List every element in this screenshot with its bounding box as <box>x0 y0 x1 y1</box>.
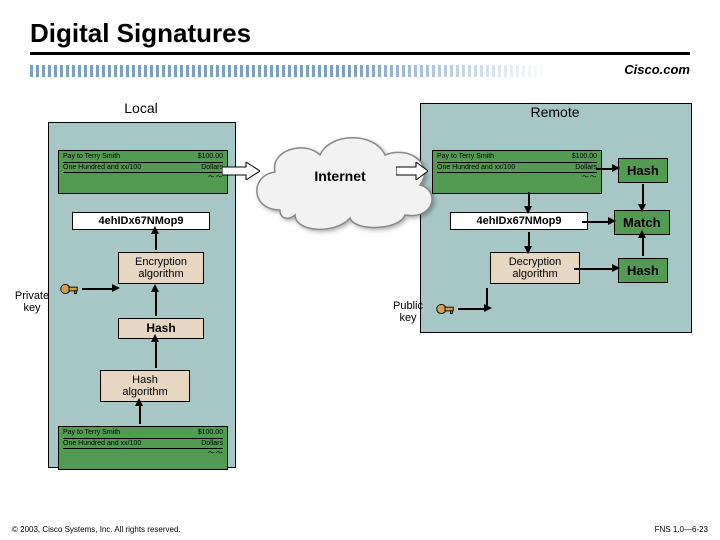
check-written-b: One Hundred and xx/100 <box>63 440 141 448</box>
fat-arrow-to-cloud <box>222 162 260 180</box>
private-key-icon <box>58 278 80 300</box>
check-payto: Pay to Terry Smith <box>63 153 120 161</box>
ah-hash-top <box>612 164 620 172</box>
footer-right: FNS 1.0—6-23 <box>655 525 708 534</box>
panel-remote-label: Remote <box>500 104 610 120</box>
check-written: One Hundred and xx/100 <box>63 164 141 172</box>
check-signature: ～～ <box>63 174 223 182</box>
check-payto-b: Pay to Terry Smith <box>63 429 120 437</box>
check-unit-r: Dollars <box>575 164 597 172</box>
ah-local-4 <box>151 226 159 234</box>
box-hash-algo: Hash algorithm <box>100 370 190 402</box>
panel-local-label: Local <box>48 100 234 116</box>
page-title: Digital Signatures <box>30 18 251 49</box>
arrow-pubkey <box>458 308 486 310</box>
check-sig-r: ～～ <box>437 174 597 182</box>
ah-local-3 <box>151 284 159 292</box>
brand-stripe <box>30 65 550 77</box>
public-key-icon <box>434 298 456 320</box>
fat-arrow-to-remote <box>396 162 428 180</box>
public-key-text: Public key <box>393 300 423 324</box>
internet-label: Internet <box>300 168 380 184</box>
decryption-line2: algorithm <box>512 268 557 280</box>
check-remote: Pay to Terry Smith $100.00 One Hundred an… <box>432 150 602 194</box>
check-written-r: One Hundred and xx/100 <box>437 164 515 172</box>
hash-remote: 4ehIDx67NMop9 <box>450 212 588 230</box>
hash-out-bottom: Hash <box>618 258 668 283</box>
title-underline <box>30 52 690 55</box>
ah-remote-2 <box>524 246 532 254</box>
arrow-to-match <box>582 221 610 223</box>
ah-match-top <box>638 204 646 212</box>
ah-match-bot <box>638 230 646 238</box>
check-local: Pay to Terry Smith $100.00 One Hundred an… <box>58 150 228 194</box>
hash-local: 4ehIDx67NMop9 <box>72 212 210 230</box>
hash-out-top: Hash <box>618 158 668 183</box>
box-hash-mid: Hash <box>118 318 204 339</box>
ah-local-2 <box>151 334 159 342</box>
arrow-local-1 <box>139 404 141 424</box>
arrow-local-4 <box>155 232 157 250</box>
ah-remote-1 <box>524 206 532 214</box>
encryption-line2: algorithm <box>138 268 183 280</box>
encryption-line1: Encryption <box>135 256 187 268</box>
check-unit-b: Dollars <box>201 440 223 448</box>
check-unit: Dollars <box>201 164 223 172</box>
footer-left: © 2003, Cisco Systems, Inc. All rights r… <box>12 525 181 534</box>
private-key-label: Private key <box>10 290 54 314</box>
check-amount: $100.00 <box>198 153 223 161</box>
arrow-local-2 <box>155 340 157 368</box>
arrow-hash-bot <box>574 268 614 270</box>
ah-to-match <box>608 217 616 225</box>
check-sig-b: ～～ <box>63 450 223 458</box>
check-amount-r: $100.00 <box>572 153 597 161</box>
ah-privkey <box>112 284 120 292</box>
arrow-local-3 <box>155 290 157 316</box>
ah-local-1 <box>135 398 143 406</box>
hashalgo-line2: algorithm <box>122 386 167 398</box>
hashalgo-line1: Hash <box>132 374 158 386</box>
brand-text: Cisco.com <box>624 62 690 77</box>
decryption-line1: Decryption <box>509 256 562 268</box>
arrow-privkey <box>82 288 114 290</box>
arrow-pubkey-up <box>486 288 488 308</box>
check-amount-b: $100.00 <box>198 429 223 437</box>
arrow-match-top <box>642 184 644 206</box>
check-bottom: Pay to Terry Smith $100.00 One Hundred an… <box>58 426 228 470</box>
private-key-text: Private key <box>15 290 49 314</box>
box-decryption: Decryption algorithm <box>490 252 580 284</box>
check-payto-r: Pay to Terry Smith <box>437 153 494 161</box>
ah-hash-bot <box>612 264 620 272</box>
box-encryption: Encryption algorithm <box>118 252 204 284</box>
arrow-match-bot <box>642 236 644 256</box>
public-key-label: Public key <box>384 300 432 324</box>
